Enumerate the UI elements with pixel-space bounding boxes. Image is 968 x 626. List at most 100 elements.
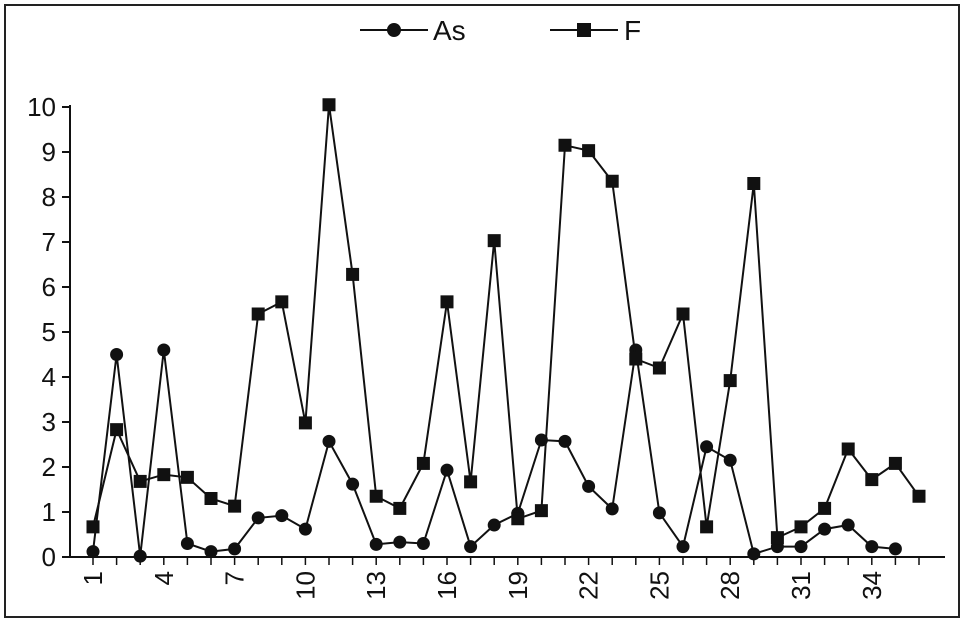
point-f-3 (133, 474, 147, 488)
point-f-18 (487, 234, 501, 248)
axes (62, 105, 945, 565)
point-as-4 (157, 343, 171, 357)
legend-label-as: As (433, 15, 466, 46)
point-as-32 (818, 522, 832, 536)
legend-marker-f (577, 23, 591, 37)
point-f-9 (275, 295, 289, 309)
point-as-7 (228, 542, 242, 556)
point-as-33 (841, 518, 855, 532)
point-as-13 (369, 537, 383, 551)
series-layer (86, 98, 926, 563)
point-as-18 (487, 518, 501, 532)
point-as-23 (605, 502, 619, 516)
point-f-20 (534, 504, 548, 518)
point-as-3 (133, 549, 147, 563)
point-f-2 (110, 423, 124, 437)
point-as-34 (865, 540, 879, 554)
series-as (86, 343, 902, 563)
point-f-17 (464, 475, 478, 489)
point-as-15 (416, 537, 430, 550)
point-as-20 (534, 433, 548, 447)
point-as-27 (700, 440, 714, 454)
point-as-10 (298, 522, 312, 536)
point-as-22 (582, 479, 596, 493)
point-f-15 (416, 456, 430, 470)
point-f-10 (298, 416, 312, 430)
y-tick-label-2: 2 (42, 452, 56, 482)
y-tick-label-5: 5 (42, 317, 56, 347)
point-f-24 (629, 352, 643, 366)
legend: As F (360, 15, 641, 46)
point-as-31 (794, 540, 808, 554)
y-tick-labels: 0 1 2 3 4 5 6 7 8 9 10 (27, 92, 56, 572)
y-tick-label-9: 9 (42, 137, 56, 167)
y-tick-label-4: 4 (42, 362, 56, 392)
point-f-23 (605, 174, 619, 188)
point-f-19 (511, 512, 525, 526)
point-as-17 (464, 540, 478, 554)
x-tick-label-16: 16 (432, 571, 462, 600)
point-f-30 (770, 531, 784, 545)
point-f-6 (204, 492, 218, 505)
point-f-36 (912, 489, 926, 503)
x-tick-label-22: 22 (574, 571, 604, 600)
point-f-13 (369, 489, 383, 503)
legend-marker-as (387, 23, 401, 37)
point-f-28 (723, 374, 737, 388)
x-tick-label-34: 34 (857, 571, 887, 600)
x-tick-label-10: 10 (290, 571, 320, 600)
y-tick-label-3: 3 (42, 407, 56, 437)
x-tick-label-13: 13 (361, 571, 391, 600)
chart-frame (4, 4, 960, 618)
point-as-21 (558, 434, 572, 448)
point-as-5 (180, 537, 194, 550)
y-tick-label-1: 1 (42, 497, 56, 527)
point-f-12 (346, 267, 360, 281)
point-f-14 (393, 501, 407, 515)
legend-label-f: F (624, 15, 641, 46)
x-tick-label-1: 1 (78, 571, 108, 585)
series-f (86, 98, 926, 545)
point-as-16 (440, 463, 454, 477)
point-as-8 (251, 511, 265, 525)
point-f-1 (86, 520, 100, 534)
series-line-f (92, 104, 920, 540)
point-f-32 (818, 501, 832, 515)
point-as-11 (322, 434, 336, 448)
point-f-5 (180, 470, 194, 484)
y-tick-label-10: 10 (27, 92, 56, 122)
y-tick-label-7: 7 (42, 227, 56, 257)
point-f-27 (700, 520, 714, 534)
point-f-26 (676, 307, 690, 321)
point-as-12 (346, 477, 360, 491)
point-f-22 (582, 144, 596, 158)
x-tick-label-25: 25 (644, 571, 674, 600)
point-as-1 (86, 545, 100, 559)
point-as-26 (676, 540, 690, 554)
x-tick-label-28: 28 (715, 571, 745, 600)
y-tick-label-6: 6 (42, 272, 56, 302)
x-tick-label-31: 31 (786, 571, 816, 600)
point-as-9 (275, 509, 289, 523)
x-tick-label-7: 7 (220, 571, 250, 585)
point-as-29 (747, 547, 761, 561)
point-f-4 (157, 468, 171, 482)
x-tick-labels: 1 4 7 10 13 16 19 22 25 28 31 34 (78, 571, 887, 600)
point-f-34 (865, 473, 879, 487)
point-f-25 (652, 361, 666, 375)
point-f-33 (841, 442, 855, 456)
point-f-8 (251, 307, 265, 321)
point-f-11 (322, 98, 336, 112)
point-f-29 (747, 177, 761, 190)
x-tick-label-4: 4 (149, 571, 179, 585)
point-f-35 (888, 456, 902, 470)
point-as-2 (110, 348, 124, 361)
point-f-21 (558, 138, 572, 152)
point-as-14 (393, 535, 407, 549)
x-tick-label-19: 19 (503, 571, 533, 600)
point-as-35 (888, 542, 902, 556)
point-f-31 (794, 520, 808, 534)
point-f-16 (440, 295, 454, 309)
point-as-28 (723, 453, 737, 467)
